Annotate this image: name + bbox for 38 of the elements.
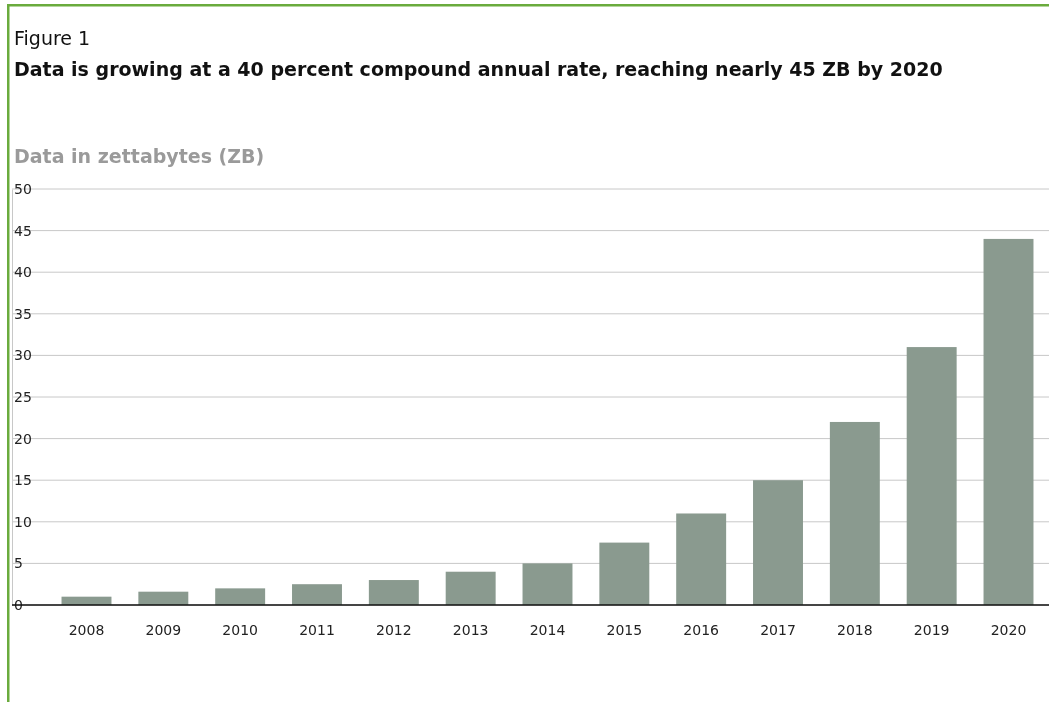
bar <box>138 591 189 605</box>
bar <box>829 421 880 605</box>
x-tick-label: 2013 <box>452 621 489 638</box>
bar <box>753 480 803 605</box>
x-tick-label: 2009 <box>145 621 182 638</box>
y-tick-label: 30 <box>14 347 32 364</box>
y-tick-label: 35 <box>14 305 32 322</box>
y-tick-label: 50 <box>14 180 32 197</box>
y-tick-label: 45 <box>14 222 32 239</box>
bar <box>292 584 342 605</box>
y-tick-label: 25 <box>14 388 32 405</box>
bar <box>676 513 727 605</box>
bar <box>445 571 496 605</box>
y-tick-label: 40 <box>14 264 32 281</box>
y-tick-label: 15 <box>14 472 32 489</box>
x-tick-label: 2019 <box>913 621 950 638</box>
x-tick-label: 2020 <box>990 621 1027 638</box>
x-tick-label: 2015 <box>606 621 643 638</box>
x-tick-label: 2012 <box>376 621 412 638</box>
x-tick-label: 2010 <box>222 621 258 638</box>
x-tick-label: 2017 <box>760 621 796 638</box>
y-tick-label: 10 <box>14 513 32 530</box>
bar <box>215 588 266 605</box>
bar <box>368 580 419 605</box>
x-tick-label: 2016 <box>683 621 720 638</box>
y-tick-label: 20 <box>14 430 32 447</box>
y-tick-label: 5 <box>14 555 23 572</box>
chart-title: Data is growing at a 40 percent compound annual rate, reaching nearly 45 ZB by 2020 <box>14 58 943 80</box>
bar <box>906 347 957 605</box>
chart-subtitle: Figure 1 <box>14 27 91 49</box>
x-tick-label: 2008 <box>68 621 105 638</box>
x-tick-label: 2014 <box>529 621 566 638</box>
y-axis-title: Data in zettabytes (ZB) <box>14 145 265 167</box>
bar <box>983 238 1034 605</box>
bar <box>522 563 573 605</box>
bar <box>599 542 650 605</box>
x-tick-label: 2018 <box>837 621 873 638</box>
x-tick-label: 2011 <box>299 621 335 638</box>
